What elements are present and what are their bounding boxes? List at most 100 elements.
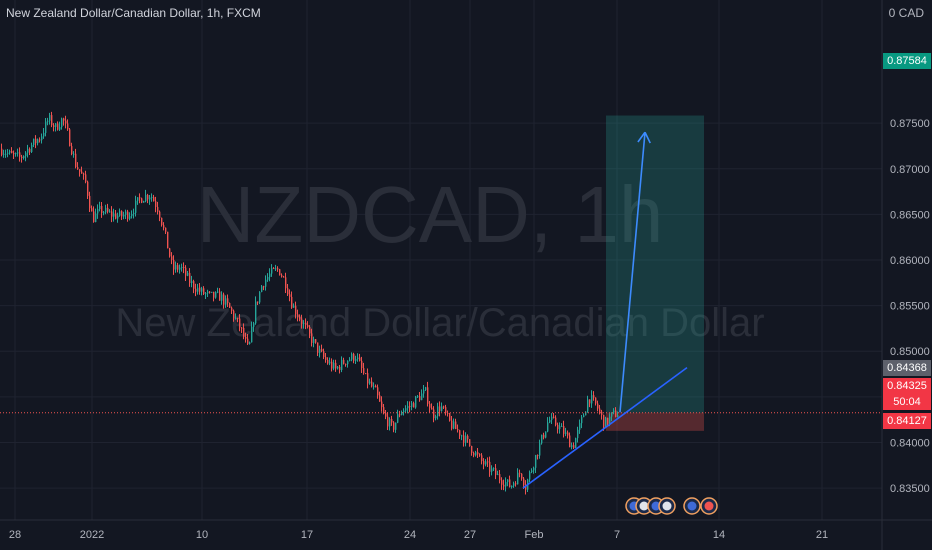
candle-body	[133, 212, 135, 214]
candle-body	[241, 327, 243, 329]
candle-body	[73, 153, 75, 155]
currency-label[interactable]: 0 CAD	[888, 6, 924, 20]
drawings[interactable]	[0, 131, 882, 489]
candle-body	[237, 317, 239, 319]
candle-body	[27, 148, 29, 153]
candle-body	[607, 417, 609, 424]
candle-body	[141, 198, 143, 203]
candle-body	[387, 416, 389, 427]
candle-body	[129, 216, 131, 219]
candle-body	[173, 259, 175, 270]
candle-body	[69, 129, 71, 147]
candle-body	[17, 152, 19, 154]
candle-body	[577, 429, 579, 439]
candle-body	[283, 276, 285, 278]
candle-body	[551, 416, 553, 421]
candle-body	[587, 399, 589, 412]
candle-body	[79, 169, 81, 172]
candle-body	[89, 195, 91, 209]
candle-body	[171, 256, 173, 260]
candle-body	[93, 211, 95, 223]
candle-body	[267, 276, 269, 280]
candle-body	[419, 396, 421, 401]
candle-body	[191, 281, 193, 283]
candle-body	[351, 353, 353, 360]
time-axis[interactable]: 28 2022 10 17 24 27 Feb 7 14 21	[9, 529, 828, 541]
candle-body	[363, 368, 365, 374]
candle-body	[593, 395, 595, 398]
candle-body	[393, 422, 395, 430]
candle-body	[61, 118, 63, 128]
price-tick-label: 0.86500	[890, 209, 930, 221]
candle-body	[399, 414, 401, 416]
candle-body	[109, 211, 111, 213]
candle-body	[459, 430, 461, 436]
candle-body	[331, 361, 333, 369]
candle-body	[3, 153, 5, 155]
candle-body	[261, 286, 263, 292]
candle-body	[315, 339, 317, 343]
candle-body	[107, 207, 109, 212]
candle-body	[465, 435, 467, 443]
candle-body	[273, 268, 275, 270]
candle-body	[487, 461, 489, 463]
candle-body	[511, 485, 513, 488]
candle-body	[289, 294, 291, 297]
candle-body	[437, 406, 439, 417]
candle-body	[13, 153, 15, 155]
arrow-head	[644, 131, 651, 144]
candle-body	[609, 416, 611, 424]
candle-body	[475, 452, 477, 456]
candle-body	[91, 208, 93, 212]
candle-body	[21, 156, 23, 159]
candle-body	[409, 405, 411, 407]
price-axis[interactable]: 0.835000.840000.845000.850000.855000.860…	[890, 118, 930, 495]
candle-body	[557, 424, 559, 430]
candle-body	[31, 144, 33, 152]
candle-body	[333, 362, 335, 369]
candle-body	[495, 468, 497, 476]
event-markers[interactable]	[625, 497, 718, 515]
candle-body	[391, 418, 393, 423]
candle-body	[269, 273, 271, 277]
candle-body	[499, 474, 501, 481]
candle-body	[259, 291, 261, 303]
candle-body	[151, 197, 153, 199]
candle-body	[187, 272, 189, 276]
candle-body	[119, 211, 121, 216]
candle-body	[397, 414, 399, 423]
candle-body	[603, 414, 605, 428]
candle-body	[219, 291, 221, 301]
candle-body	[571, 445, 573, 448]
position-zones[interactable]	[606, 115, 704, 431]
candle-body	[223, 294, 225, 305]
candle-body	[181, 267, 183, 269]
candle-body	[491, 468, 493, 472]
candle-body	[63, 118, 65, 121]
candle-body	[255, 301, 257, 324]
candle-body	[457, 429, 459, 431]
watermark-symbol: NZDCAD, 1h	[197, 170, 664, 259]
event-flag-center	[687, 501, 697, 511]
candle-body	[309, 326, 311, 334]
candle-body	[213, 291, 215, 298]
candle-body	[349, 359, 351, 361]
candle-body	[123, 214, 125, 217]
candle-body	[301, 319, 303, 324]
candle-body	[529, 472, 531, 480]
candle-body	[167, 231, 169, 249]
candle-body	[611, 412, 613, 417]
candle-body	[367, 373, 369, 384]
candle-body	[299, 316, 301, 320]
candle-body	[403, 410, 405, 413]
candle-body	[385, 413, 387, 417]
candle-body	[453, 421, 455, 429]
candle-body	[207, 291, 209, 294]
candle-body	[431, 407, 433, 410]
candle-body	[477, 452, 479, 455]
candle-body	[559, 426, 561, 430]
candle-body	[429, 403, 431, 408]
candle-body	[153, 197, 155, 202]
candle-body	[347, 360, 349, 365]
